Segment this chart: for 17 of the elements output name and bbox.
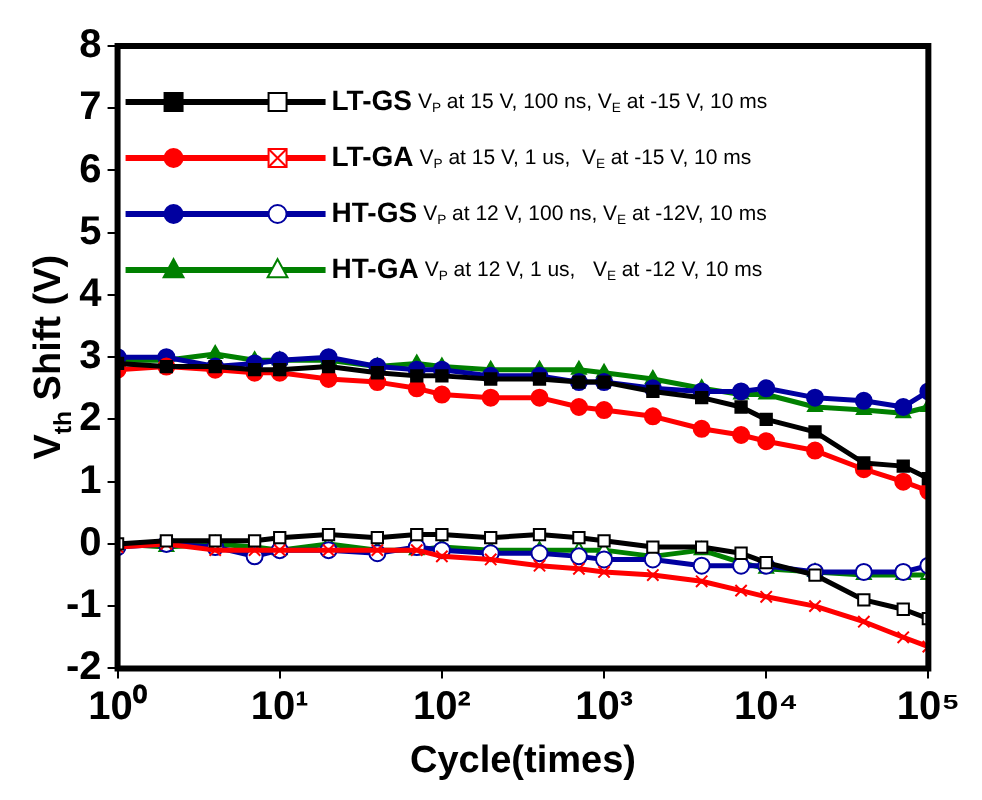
x-axis-title: Cycle(times)	[409, 739, 636, 782]
y-tick-label: 6	[79, 147, 102, 192]
y-tick-label: 2	[79, 396, 102, 441]
x-tick-label: 10⁴	[734, 685, 799, 730]
x-tick-label: 10¹	[250, 685, 310, 730]
y-tick-label: 4	[79, 271, 104, 316]
y-tick-label: 8	[79, 23, 102, 68]
y-axis-title: Vth Shift (V)	[28, 254, 78, 460]
y-tick-label: 0	[79, 520, 102, 565]
y-tick-label: 1	[79, 458, 102, 503]
x-tick-label: 10⁵	[896, 685, 960, 730]
y-tick-label: 7	[79, 85, 102, 130]
x-tick-label: 10²	[412, 685, 472, 730]
x-tick-label: 10³	[575, 685, 634, 730]
y-tick-label: -1	[65, 583, 102, 628]
y-tick-label: 3	[79, 334, 102, 379]
y-tick-label: 5	[79, 209, 102, 254]
